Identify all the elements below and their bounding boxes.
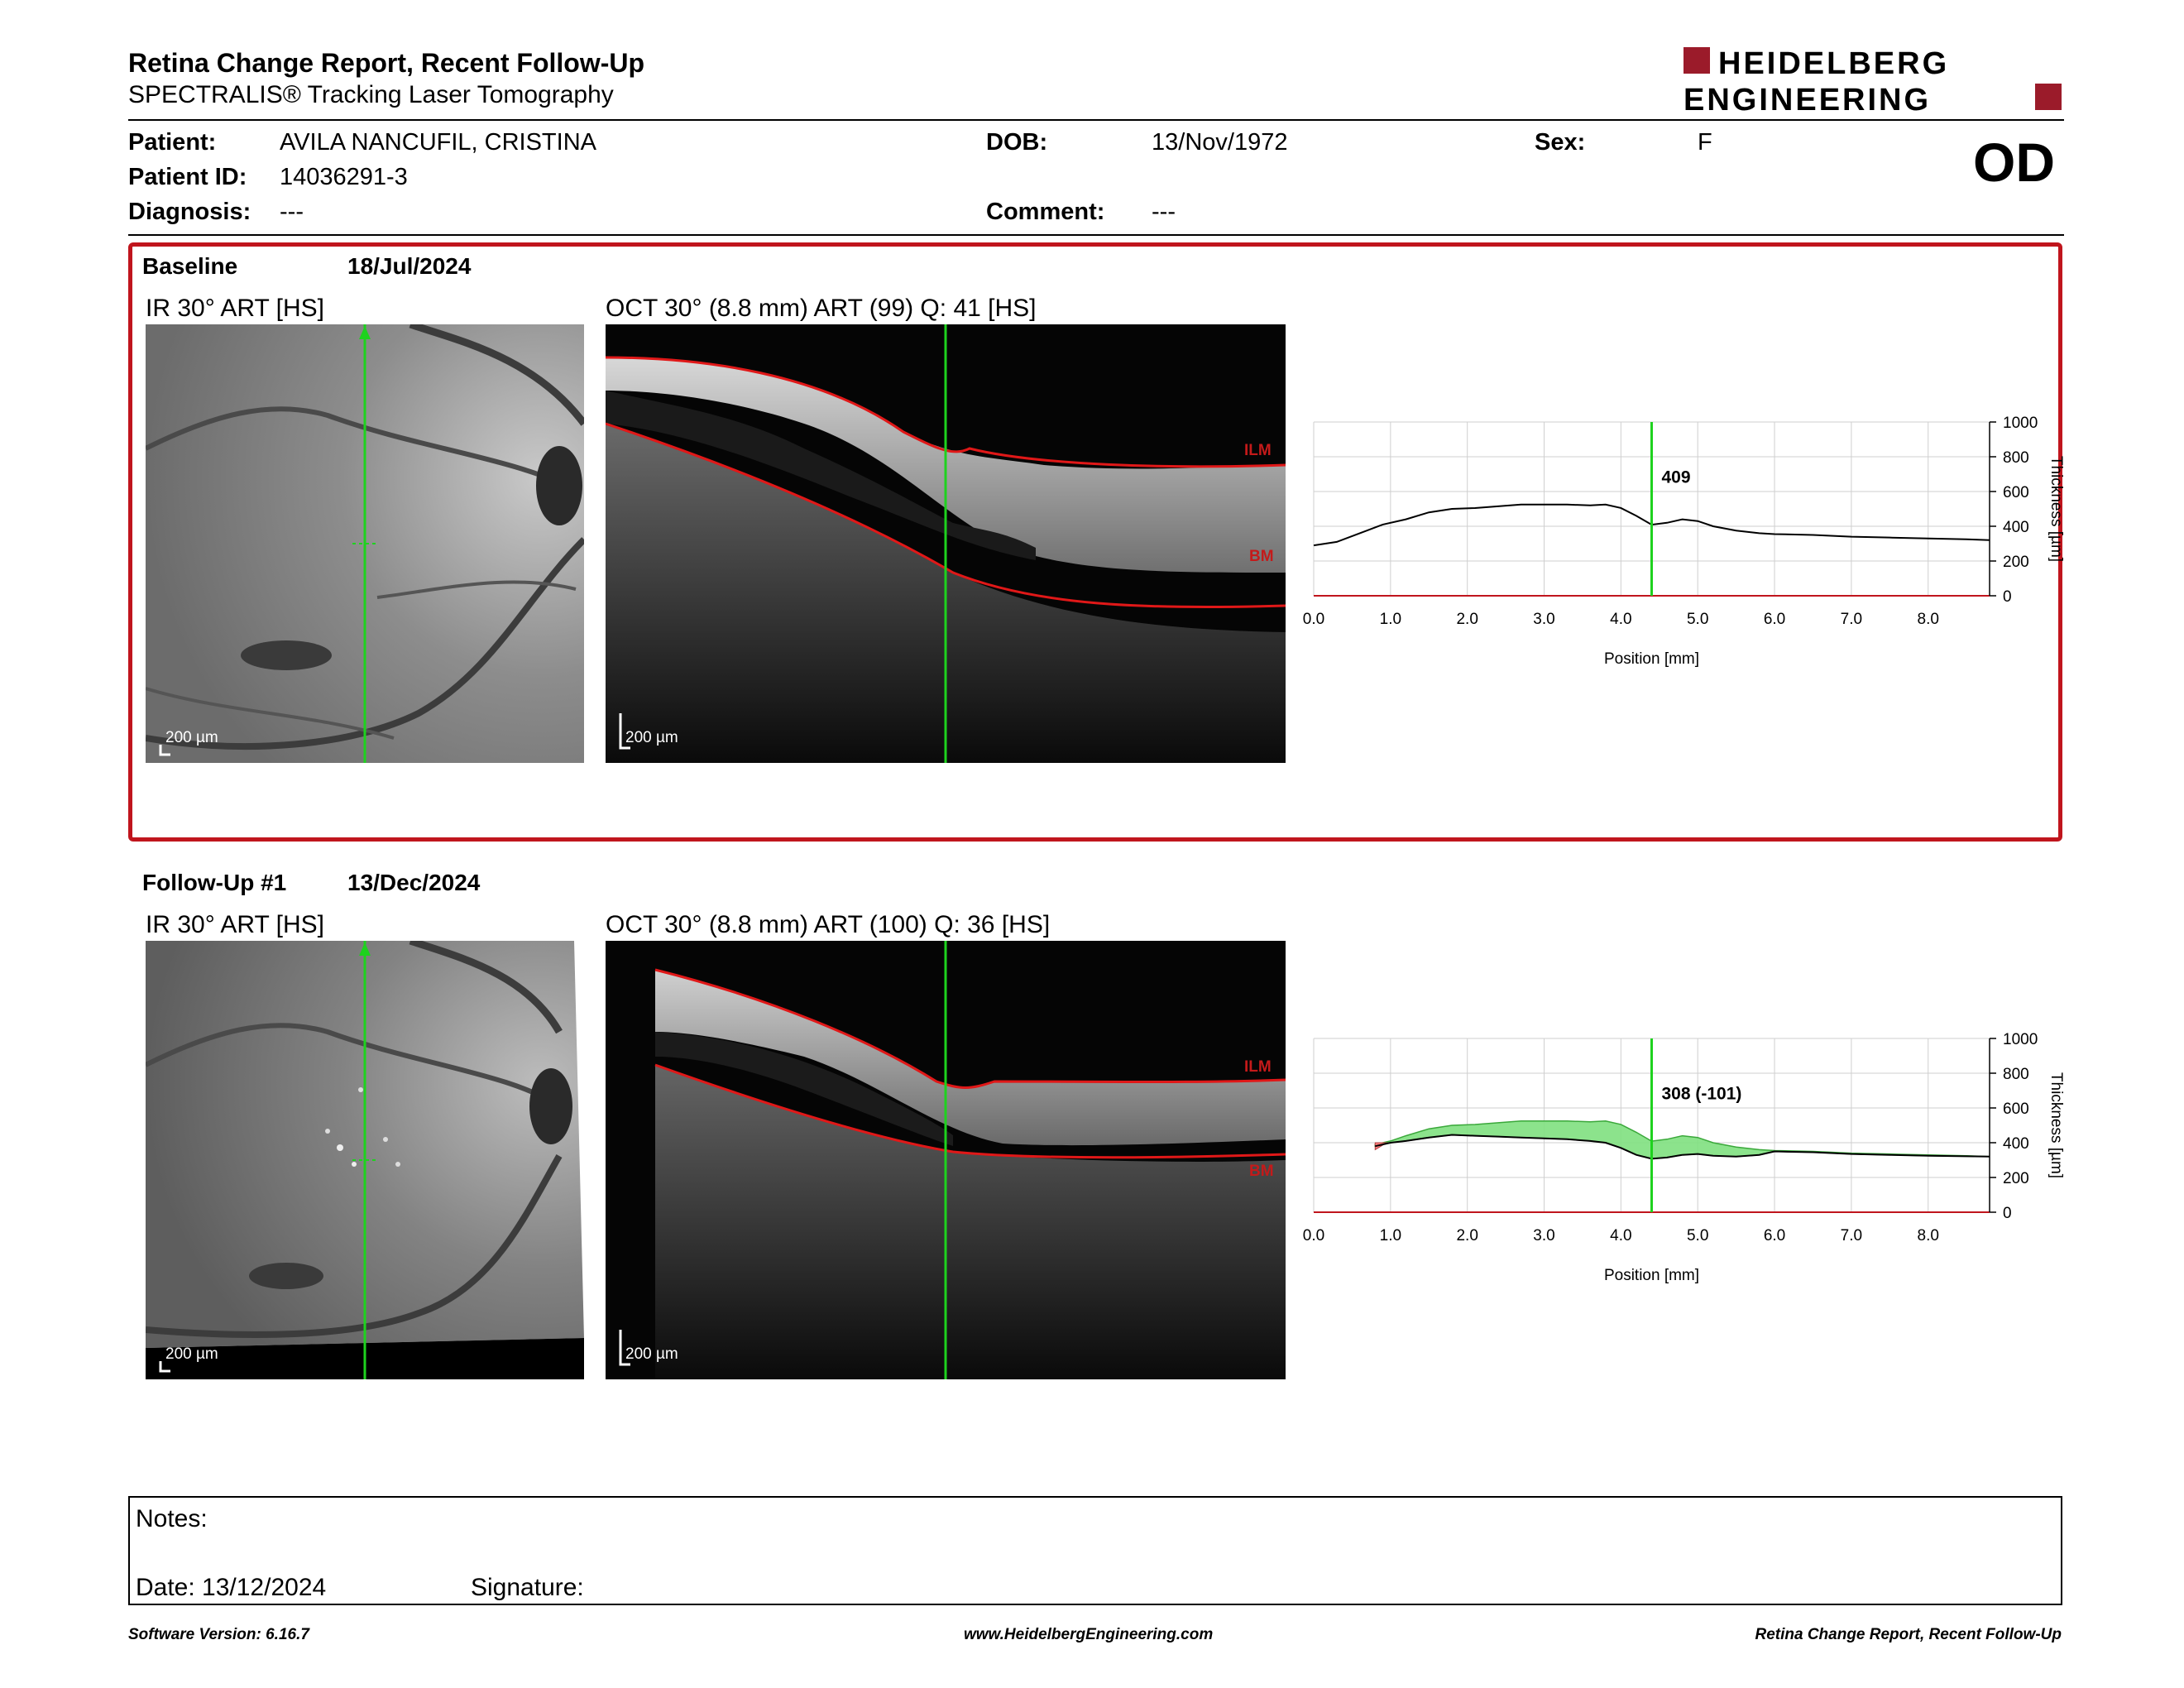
y-tick-label: 200 [2003,1170,2029,1187]
x-tick-label: 2.0 [1456,611,1478,628]
baseline-oct-caption: OCT 30° (8.8 mm) ART (99) Q: 41 [HS] [606,295,1037,322]
report-subtitle: SPECTRALIS® Tracking Laser Tomography [128,81,614,108]
x-tick-label: 2.0 [1456,1227,1478,1244]
y-tick-label: 400 [2003,1135,2029,1153]
sex-value: F [1698,129,1712,156]
y-tick-label: 0 [2003,1205,2012,1222]
followup-thickness-chart: 0 200 400 600 800 1000 0.0 1.0 2.0 3.0 4.0 5.0 6.0 7.… [1299,1022,2085,1295]
svg-text:ENGINEERING: ENGINEERING [1684,83,1931,115]
followup-oct-scale: 200 µm [625,1345,678,1363]
followup-bm-label: BM [1249,1163,1274,1180]
thickness-line [1313,503,1990,547]
x-tick-label: 4.0 [1610,1227,1631,1244]
signature-label: Signature: [471,1574,584,1601]
x-tick-label: 8.0 [1918,1227,1939,1244]
followup-date: 13/Dec/2024 [347,870,481,895]
x-tick-label: 0.0 [1303,1227,1324,1244]
baseline-bm-label: BM [1249,548,1274,565]
sex-label: Sex: [1535,129,1586,156]
baseline-ir-fundus-image: 200 µm [146,324,584,763]
followup-oct-bscan-image: ILM BM 200 µm [606,941,1286,1379]
baseline-date: 18/Jul/2024 [347,253,472,279]
cursor-value-label: 308 (-101) [1662,1085,1742,1104]
x-tick-label: 1.0 [1380,611,1401,628]
baseline-oct-bscan-image: ILM BM 200 µm [606,324,1286,763]
y-axis-label: Thickness [µm] [2048,456,2065,562]
baseline-oct-scale: 200 µm [625,729,678,746]
baseline-thickness-svg: 0 200 400 600 800 1000 0.0 1.0 2.0 3.0 4.0 5.0 6.0 7.… [1303,415,2065,668]
dob-label: DOB: [986,129,1048,156]
x-axis-label: Position [mm] [1604,650,1699,668]
y-tick-label: 800 [2003,1066,2029,1083]
baseline-ir-caption: IR 30° ART [HS] [146,295,324,322]
baseline-ir-scale: 200 µm [165,729,218,746]
x-tick-label: 0.0 [1303,611,1324,628]
footer-report-name: Retina Change Report, Recent Follow-Up [1755,1626,2062,1643]
patient-label: Patient: [128,129,217,156]
x-tick-label: 5.0 [1687,1227,1708,1244]
heidelberg-logo: HEIDELBERG ENGINEERING [1684,46,2064,117]
x-tick-label: 3.0 [1533,1227,1554,1244]
followup-thickness-svg: 0 200 400 600 800 1000 0.0 1.0 2.0 3.0 4.0 5.0 6.0 7.… [1303,1031,2065,1284]
y-tick-label: 600 [2003,484,2029,501]
patient-id: 14036291-3 [280,164,408,190]
thickness-increase-area [1374,1142,1388,1151]
x-axis-label: Position [mm] [1604,1267,1699,1284]
patient-id-label: Patient ID: [128,164,247,190]
y-tick-label: 1000 [2003,415,2038,432]
y-tick-label: 1000 [2003,1031,2038,1048]
footer-software-version: Software Version: 6.16.7 [128,1626,309,1643]
comment-value: --- [1152,199,1176,225]
notes-date: Date: 13/12/2024 [136,1574,327,1601]
baseline-thickness-chart: 0 200 400 600 800 1000 0.0 1.0 2.0 3.0 4.0 5.0 6.0 7.… [1299,405,2085,679]
header-divider [128,119,2064,121]
eye-indicator: OD [1973,132,2055,193]
svg-text:HEIDELBERG: HEIDELBERG [1718,46,1949,81]
y-axis-label: Thickness [µm] [2048,1072,2065,1178]
notes-box: Notes: Date: 13/12/2024 Signature: [128,1496,2062,1605]
baseline-ilm-label: ILM [1244,442,1272,459]
followup-ir-caption: IR 30° ART [HS] [146,911,324,938]
x-tick-label: 5.0 [1687,611,1708,628]
x-tick-label: 7.0 [1841,611,1862,628]
y-tick-label: 200 [2003,554,2029,571]
y-tick-label: 0 [2003,588,2012,606]
followup-label: Follow-Up #1 [142,870,287,895]
x-tick-label: 1.0 [1380,1227,1401,1244]
diagnosis-value: --- [280,199,304,225]
dob-value: 13/Nov/1972 [1152,129,1288,156]
cursor-value-label: 409 [1662,468,1691,487]
x-tick-label: 3.0 [1533,611,1554,628]
x-tick-label: 4.0 [1610,611,1631,628]
y-tick-label: 800 [2003,449,2029,467]
baseline-section [128,242,2062,842]
patient-name: AVILA NANCUFIL, CRISTINA [280,129,596,156]
comment-label: Comment: [986,199,1105,225]
x-tick-label: 7.0 [1841,1227,1862,1244]
y-tick-label: 400 [2003,519,2029,536]
followup-ilm-label: ILM [1244,1058,1272,1076]
report-title: Retina Change Report, Recent Follow-Up [128,48,645,78]
followup-oct-caption: OCT 30° (8.8 mm) ART (100) Q: 36 [HS] [606,911,1051,938]
diagnosis-label: Diagnosis: [128,199,251,225]
thickness-line [1375,1134,1990,1160]
patient-divider [128,234,2064,236]
x-tick-label: 8.0 [1918,611,1939,628]
y-tick-label: 600 [2003,1101,2029,1118]
followup-ir-scale: 200 µm [165,1345,218,1363]
footer-website: www.HeidelbergEngineering.com [964,1626,1214,1643]
x-tick-label: 6.0 [1764,1227,1785,1244]
baseline-label: Baseline [142,253,238,279]
x-tick-label: 6.0 [1764,611,1785,628]
notes-label: Notes: [136,1505,208,1532]
followup-ir-fundus-image: 200 µm [146,941,584,1379]
